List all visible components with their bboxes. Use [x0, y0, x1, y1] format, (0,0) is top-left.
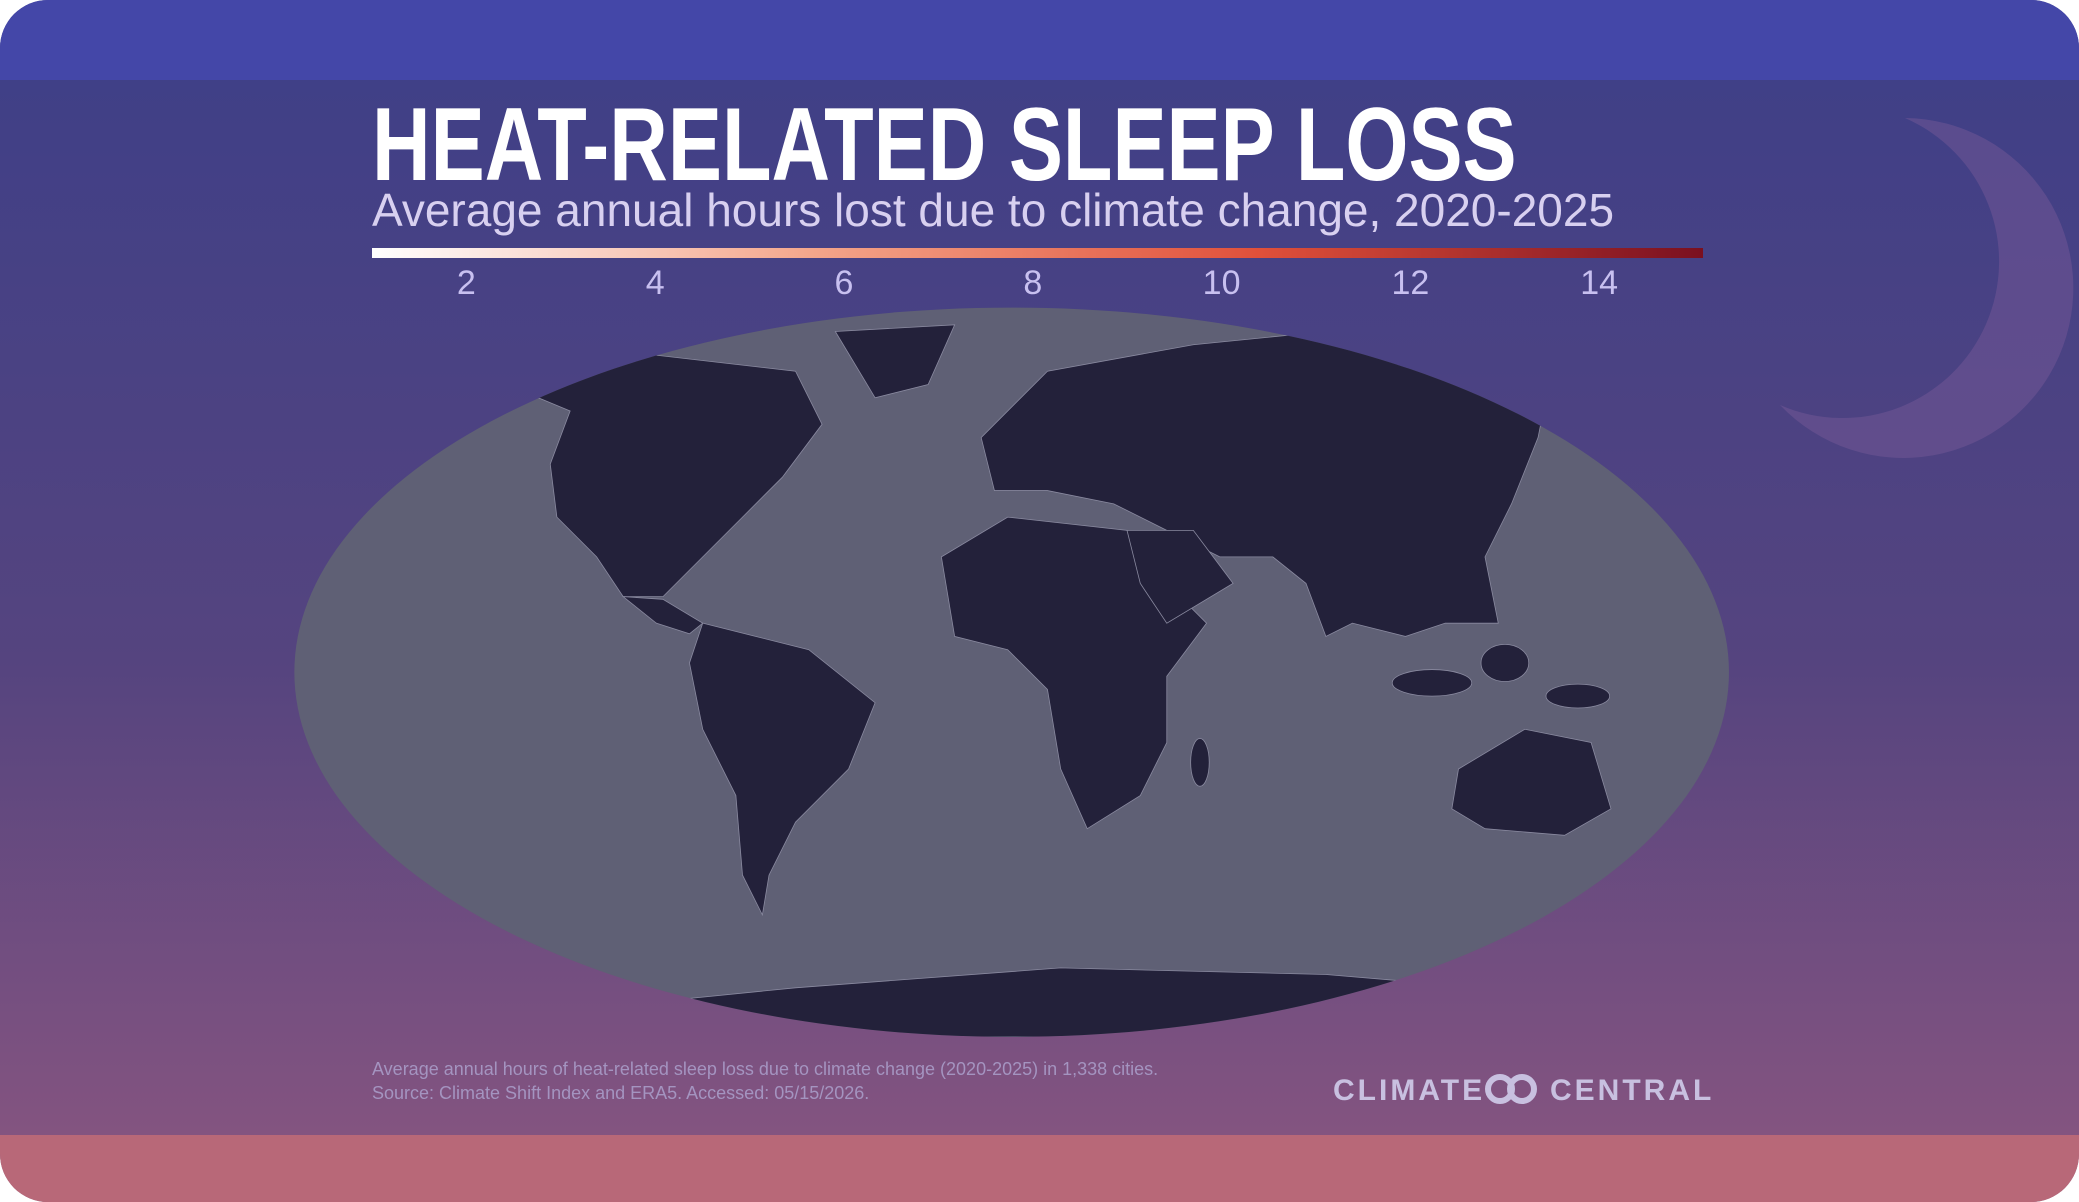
footnote: Average annual hours of heat-related sle… [372, 1059, 1158, 1079]
scale-tick-label: 4 [646, 264, 665, 302]
scale-ticks: 2 4 6 8 10 12 14 [457, 264, 1618, 302]
scale-tick-label: 2 [457, 264, 476, 302]
central-america [621, 596, 704, 635]
scale-tick-label: 10 [1203, 264, 1241, 302]
scale-tick-label: 8 [1023, 264, 1042, 302]
scale-tick-label: 12 [1391, 264, 1429, 302]
logo-right: CENTRAL [1550, 1074, 1714, 1107]
logo-left: CLIMATE [1333, 1074, 1485, 1107]
source: Source: Climate Shift Index and ERA5. Ac… [372, 1083, 869, 1103]
subtitle: Average annual hours lost due to climate… [372, 184, 1614, 236]
madagascar [1190, 738, 1210, 787]
scale-tick-label: 14 [1580, 264, 1618, 302]
color-scale [372, 248, 1703, 258]
title: HEAT-RELATED SLEEP LOSS [372, 86, 1517, 202]
arabia [1126, 529, 1234, 624]
logo-icon [1485, 1074, 1537, 1104]
borneo [1480, 643, 1530, 682]
scale-tick-label: 6 [835, 264, 854, 302]
new-guinea [1545, 683, 1611, 709]
top-band [0, 0, 2079, 80]
map [294, 307, 1729, 1037]
moon [1780, 118, 2074, 458]
north-america [489, 350, 823, 598]
greenland [834, 324, 956, 399]
australia [1451, 728, 1612, 836]
south-america [689, 622, 876, 917]
sumatra [1391, 669, 1473, 697]
bottom-band [0, 1135, 2079, 1202]
